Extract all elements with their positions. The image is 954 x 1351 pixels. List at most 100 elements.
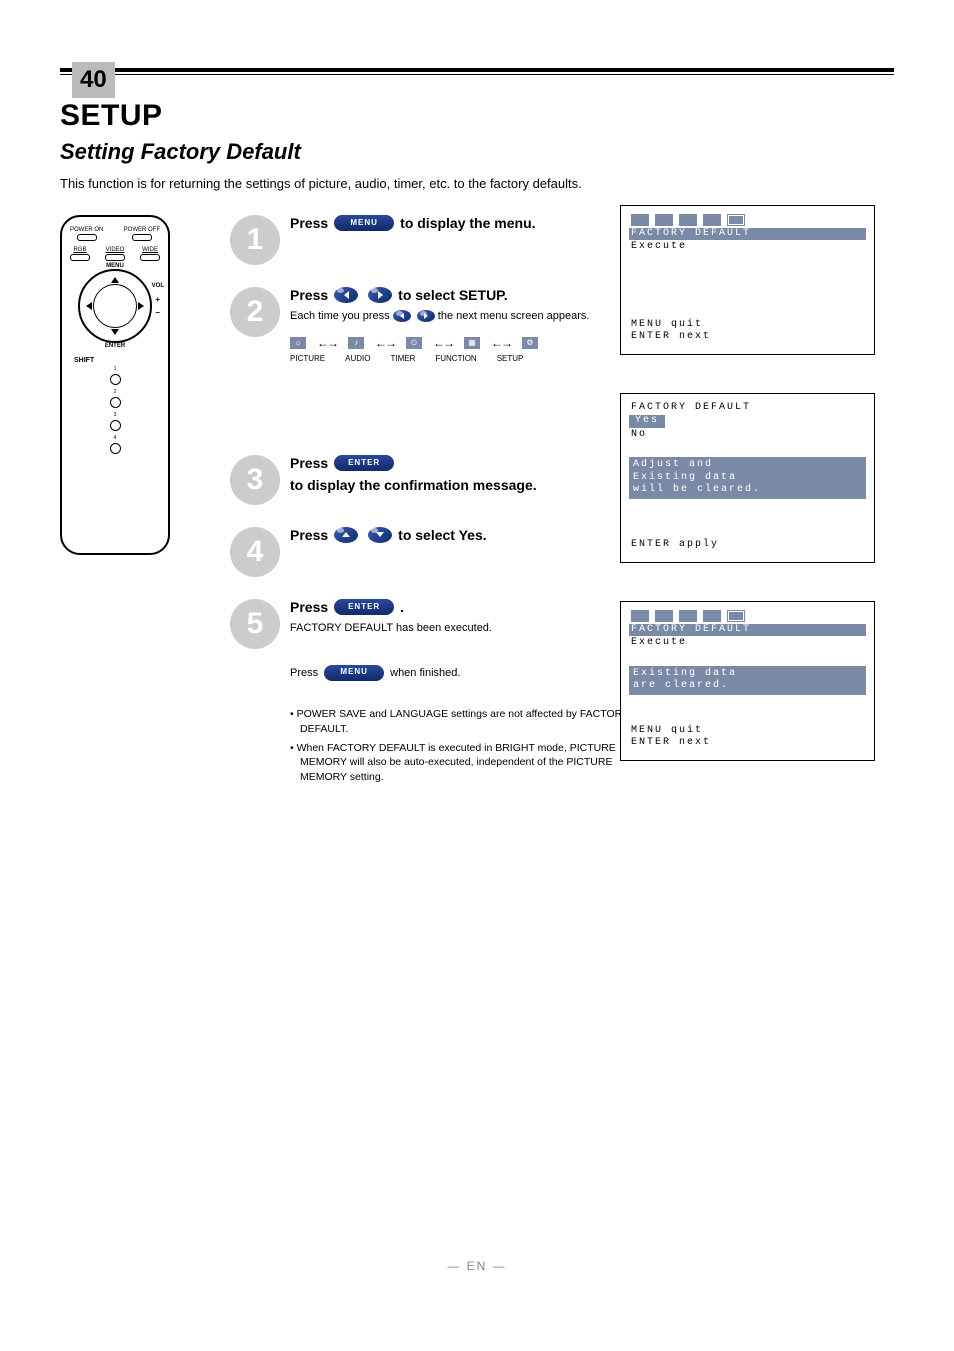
- step-5-line3b: when finished.: [390, 666, 460, 681]
- step-3-number: 3: [230, 455, 280, 505]
- rc-nav-ring: MENU VOL + – ENTER: [78, 269, 152, 343]
- rc-num-1: 1: [114, 366, 117, 372]
- step-1-text-a: Press: [290, 215, 328, 231]
- double-arrow-icon: ←→: [312, 335, 342, 351]
- step-2-text-a: Press: [290, 287, 328, 303]
- osd-tab-icon-selected: [727, 610, 745, 622]
- osd-tab-icon: [703, 214, 721, 226]
- osd3-execute: Execute: [631, 637, 864, 650]
- step-5-text-b: .: [400, 599, 404, 615]
- page-subtitle: Setting Factory Default: [60, 139, 894, 165]
- rc-up-icon: [111, 277, 119, 283]
- intro-text: This function is for returning the setti…: [60, 175, 894, 193]
- osd1-foot1: MENU quit: [631, 319, 864, 332]
- osd3-foot1: MENU quit: [631, 725, 864, 738]
- osd-tab-icon: ☼: [290, 337, 306, 349]
- osd-tab-icon-selected: [727, 214, 745, 226]
- osd-panel-1: FACTORY DEFAULT Execute MENU quit ENTER …: [620, 205, 875, 355]
- left-arrow-icon: [334, 287, 358, 303]
- page-title: SETUP: [60, 99, 894, 133]
- rc-shift-4: [110, 443, 121, 454]
- osd3-mid1: Existing data: [633, 668, 862, 681]
- rc-power-on-label: POWER ON: [70, 227, 103, 233]
- rc-wide-label: WIDE: [142, 247, 158, 253]
- divider-thick: [60, 68, 894, 72]
- osd-column: FACTORY DEFAULT Execute MENU quit ENTER …: [620, 205, 890, 799]
- osd1-highlight: FACTORY DEFAULT: [629, 228, 866, 241]
- rc-shift-3: [110, 420, 121, 431]
- osd2-mid2: Existing data: [633, 472, 862, 485]
- note-1: • POWER SAVE and LANGUAGE settings are n…: [300, 707, 630, 736]
- step-5-line3a: Press: [290, 666, 318, 681]
- step-5: 5 Press ENTER . FACTORY DEFAULT has been…: [230, 599, 630, 682]
- step-1-number: 1: [230, 215, 280, 265]
- osd-panel-3: FACTORY DEFAULT Execute Existing data ar…: [620, 601, 875, 761]
- osd2-mid1: Adjust and: [633, 459, 862, 472]
- double-arrow-icon: ←→: [428, 335, 458, 351]
- osd-tab-icon: ♪: [348, 337, 364, 349]
- rc-rgb-label: RGB: [73, 247, 86, 253]
- step-2-line2b: the next menu screen appears.: [438, 310, 590, 322]
- rc-power-on-button: [77, 234, 97, 241]
- osd3-highlight: FACTORY DEFAULT: [629, 624, 866, 637]
- osd-tab-icon: [679, 610, 697, 622]
- step-2-number: 2: [230, 287, 280, 337]
- osd3-foot2: ENTER next: [631, 737, 864, 750]
- step-3: 3 Press ENTER to display the confirmatio…: [230, 455, 630, 509]
- rc-shift-label: SHIFT: [74, 357, 160, 364]
- right-arrow-small-icon: [417, 310, 435, 322]
- seq-picture: PICTURE: [290, 354, 325, 365]
- osd2-mid3: will be cleared.: [633, 484, 862, 497]
- double-arrow-icon: ←→: [486, 335, 516, 351]
- step-2: 2 Press to select SETUP. Each time you p…: [230, 287, 630, 437]
- down-arrow-icon: [368, 527, 392, 543]
- step-5-text-a: Press: [290, 599, 328, 615]
- notes: • POWER SAVE and LANGUAGE settings are n…: [230, 707, 630, 784]
- osd-tab-icon: [631, 214, 649, 226]
- rc-num-3: 3: [114, 412, 117, 418]
- double-arrow-icon: ←→: [370, 335, 400, 351]
- rc-wide-button: [140, 254, 160, 261]
- step-5-line2: FACTORY DEFAULT has been executed.: [290, 621, 630, 636]
- rc-down-icon: [111, 329, 119, 335]
- rc-num-4: 4: [114, 435, 117, 441]
- step-3-text-a: Press: [290, 455, 328, 471]
- page-number: 40: [72, 62, 115, 98]
- divider-thin: [60, 74, 894, 75]
- osd-tab-icon: [679, 214, 697, 226]
- menu-button-icon: MENU: [324, 665, 384, 681]
- osd1-execute: Execute: [631, 241, 864, 254]
- seq-function: FUNCTION: [435, 354, 476, 365]
- left-arrow-small-icon: [393, 310, 411, 322]
- osd2-no: No: [631, 429, 864, 442]
- rc-left-icon: [86, 302, 92, 310]
- step-2-text-b: to select SETUP.: [398, 287, 507, 303]
- page-footer: — EN —: [0, 1259, 954, 1273]
- enter-button-icon: ENTER: [334, 599, 394, 615]
- step-5-number: 5: [230, 599, 280, 649]
- rc-right-icon: [138, 302, 144, 310]
- enter-button-icon: ENTER: [334, 455, 394, 471]
- osd-tab-icon: [631, 610, 649, 622]
- step-3-text-b: to display the confirmation message.: [290, 477, 537, 493]
- step-1-text-b: to display the menu.: [400, 215, 535, 231]
- osd2-yes: Yes: [629, 415, 665, 428]
- osd-tab-icon: ⚙: [522, 337, 538, 349]
- rc-video-label: VIDEO: [106, 247, 125, 253]
- rc-power-off-label: POWER OFF: [124, 227, 160, 233]
- osd1-foot2: ENTER next: [631, 331, 864, 344]
- osd-tab-icon: ▦: [464, 337, 480, 349]
- osd2-foot: ENTER apply: [631, 539, 864, 552]
- step-4-number: 4: [230, 527, 280, 577]
- osd-tab-icon: [655, 214, 673, 226]
- osd3-mid2: are cleared.: [633, 680, 862, 693]
- rc-plus-icon: +: [155, 295, 160, 304]
- step-4-text-a: Press: [290, 527, 328, 543]
- step-2-line2a: Each time you press: [290, 310, 393, 322]
- rc-num-2: 2: [114, 389, 117, 395]
- seq-setup: SETUP: [497, 354, 524, 365]
- osd-tab-icon: [655, 610, 673, 622]
- up-arrow-icon: [334, 527, 358, 543]
- right-arrow-icon: [368, 287, 392, 303]
- note-2: • When FACTORY DEFAULT is executed in BR…: [300, 741, 630, 785]
